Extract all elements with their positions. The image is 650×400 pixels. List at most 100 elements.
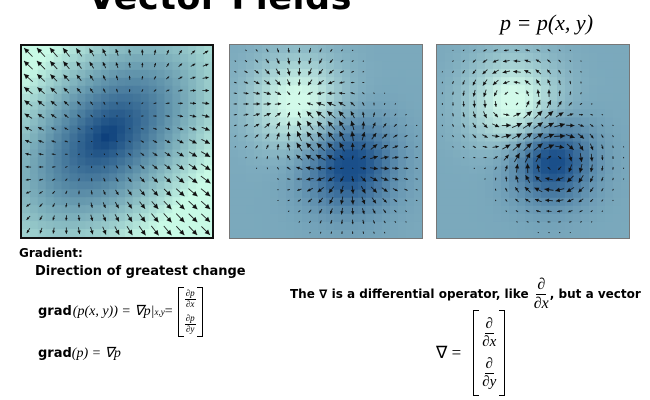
vector-arrow — [522, 132, 533, 140]
field-color-cell — [302, 69, 311, 78]
field-color-cell — [117, 149, 126, 159]
vector-arrow — [392, 155, 399, 160]
field-color-cell — [85, 77, 94, 87]
field-color-cell — [414, 173, 422, 183]
field-color-cell — [469, 109, 478, 118]
vector-arrow — [392, 177, 399, 181]
vector-arrow — [152, 152, 158, 157]
field-color-cell — [533, 213, 542, 223]
field-color-cell — [597, 117, 606, 127]
field-color-cell — [140, 205, 150, 214]
field-color-cell — [350, 213, 359, 223]
vector-arrow — [415, 178, 418, 180]
field-color-cell — [597, 85, 606, 94]
vector-arrow — [138, 225, 146, 236]
vector-arrow — [558, 69, 562, 74]
vector-arrow — [141, 102, 144, 105]
vector-arrow — [462, 80, 465, 85]
vector-arrow — [140, 49, 144, 56]
field-color-cell — [286, 45, 295, 54]
field-color-cell — [172, 117, 181, 127]
vector-arrow — [544, 187, 554, 193]
vector-arrow — [555, 198, 564, 203]
field-color-cell — [549, 53, 558, 62]
vector-arrow — [141, 115, 144, 117]
field-color-cell — [350, 61, 359, 70]
field-color-cell — [172, 229, 181, 237]
field-color-cell — [196, 229, 205, 237]
field-color-cell — [53, 46, 63, 55]
vector-arrow — [128, 49, 132, 56]
field-color-cell — [164, 69, 174, 79]
field-color-cell — [398, 141, 407, 151]
field-color-cell — [262, 69, 271, 78]
vector-arrow — [462, 123, 465, 128]
vector-arrow — [38, 165, 44, 169]
vector-arrow — [277, 178, 279, 180]
field-color-cell — [132, 53, 142, 63]
field-color-cell — [477, 229, 486, 238]
field-color-cell — [485, 69, 494, 78]
vector-arrow — [178, 89, 183, 92]
field-color-cell — [286, 85, 295, 94]
field-color-cell — [77, 181, 86, 190]
field-color-cell — [148, 53, 158, 63]
field-color-cell — [358, 149, 367, 159]
field-color-cell — [45, 229, 55, 237]
vector-arrow — [233, 113, 237, 116]
vector-arrow — [255, 59, 259, 63]
vector-arrow — [590, 103, 593, 105]
field-color-cell — [69, 189, 79, 198]
field-color-cell — [61, 77, 71, 87]
field-color-cell — [541, 181, 550, 191]
field-color-cell — [589, 77, 598, 86]
field-color-cell — [589, 189, 598, 199]
vector-arrow — [164, 139, 171, 144]
vector-arrow — [557, 209, 563, 213]
vector-arrow — [286, 166, 291, 170]
field-color-cell — [533, 93, 542, 102]
field-color-cell — [196, 109, 205, 119]
vector-arrow — [175, 213, 185, 223]
field-color-cell — [302, 109, 311, 118]
field-color-cell — [334, 213, 343, 223]
field-color-cell — [366, 205, 375, 215]
vector-field-panel-rotational — [436, 44, 630, 239]
field-color-cell — [517, 205, 526, 215]
vector-arrow — [340, 167, 344, 170]
field-color-cell — [286, 221, 295, 231]
field-color-cell — [613, 77, 622, 86]
vector-arrow — [404, 188, 408, 191]
field-color-cell — [390, 149, 399, 159]
field-color-cell — [525, 221, 534, 231]
field-color-cell — [294, 45, 303, 54]
field-color-cell — [621, 61, 629, 70]
field-color-cell — [164, 165, 174, 174]
vector-arrow — [555, 144, 565, 150]
field-color-cell — [37, 46, 47, 55]
field-color-cell — [180, 165, 189, 174]
field-color-cell — [477, 77, 486, 86]
vector-arrow — [90, 114, 93, 118]
field-color-cell — [549, 141, 558, 151]
vector-arrow — [286, 79, 291, 86]
vector-arrow — [115, 177, 119, 182]
field-color-cell — [196, 213, 205, 222]
field-color-cell — [22, 221, 31, 230]
field-color-cell — [589, 85, 598, 94]
field-color-cell — [485, 125, 494, 135]
vector-arrow — [524, 59, 531, 63]
field-color-cell — [581, 125, 590, 135]
vector-arrow — [483, 100, 487, 108]
field-color-cell — [382, 165, 391, 175]
field-color-cell — [366, 189, 375, 199]
field-color-cell — [140, 197, 150, 206]
field-color-cell — [493, 133, 502, 143]
vector-arrow — [580, 70, 582, 73]
vector-arrow — [327, 131, 336, 141]
field-color-cell — [318, 157, 327, 167]
vector-arrow — [483, 49, 487, 52]
vector-arrow — [39, 190, 43, 194]
field-color-cell — [101, 221, 110, 230]
field-color-cell — [45, 117, 55, 127]
